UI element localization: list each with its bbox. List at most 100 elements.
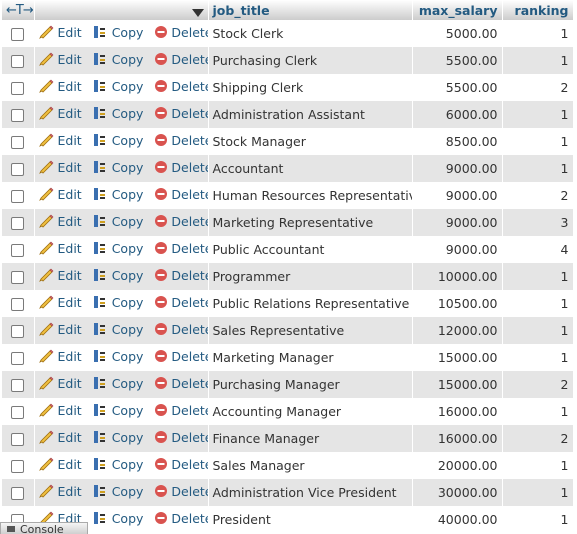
column-header-ranking[interactable]: ranking	[502, 0, 574, 20]
delete-link[interactable]: Delete	[154, 349, 207, 364]
table-row: Edit Copy Delete Stock Clerk 5000.	[2, 20, 574, 47]
copy-link[interactable]: Copy	[93, 79, 143, 94]
table-row: Edit Copy Delete Accountant 9000.0	[2, 155, 574, 182]
delete-link[interactable]: Delete	[154, 106, 207, 121]
row-checkbox[interactable]	[11, 28, 24, 41]
row-select-cell	[2, 425, 35, 452]
row-checkbox[interactable]	[11, 82, 24, 95]
copy-label: Copy	[111, 321, 144, 337]
row-actions: Edit Copy Delete	[34, 74, 209, 101]
delete-link[interactable]: Delete	[154, 295, 207, 310]
delete-link[interactable]: Delete	[154, 457, 207, 472]
edit-link[interactable]: Edit	[38, 214, 82, 229]
delete-icon	[155, 26, 168, 39]
row-checkbox[interactable]	[11, 271, 24, 284]
row-checkbox[interactable]	[11, 352, 24, 365]
copy-link[interactable]: Copy	[93, 187, 143, 202]
edit-link[interactable]: Edit	[38, 349, 82, 364]
delete-link[interactable]: Delete	[154, 484, 207, 499]
copy-link[interactable]: Copy	[93, 24, 144, 40]
copy-label: Copy	[111, 24, 144, 40]
edit-link[interactable]: Edit	[38, 160, 82, 175]
edit-link[interactable]: Edit	[38, 51, 82, 67]
copy-link[interactable]: Copy	[93, 430, 143, 445]
copy-link[interactable]: Copy	[93, 160, 143, 175]
row-checkbox[interactable]	[11, 55, 24, 68]
edit-link[interactable]: Edit	[38, 241, 82, 256]
delete-link[interactable]: Delete	[154, 511, 207, 526]
edit-link[interactable]: Edit	[38, 268, 82, 283]
row-checkbox[interactable]	[11, 109, 24, 122]
row-select-cell	[2, 236, 35, 263]
copy-link[interactable]: Copy	[93, 457, 143, 472]
delete-link[interactable]: Delete	[154, 52, 207, 67]
delete-link[interactable]: Delete	[154, 241, 207, 256]
row-actions: Edit Copy Delete	[34, 479, 209, 506]
copy-link[interactable]: Copy	[93, 106, 143, 121]
table-row: Edit Copy Delete Administration Assist	[2, 101, 574, 128]
column-nav-arrows[interactable]: ←T→	[6, 3, 34, 18]
sort-arrow-icon[interactable]	[191, 8, 204, 17]
copy-link[interactable]: Copy	[93, 268, 143, 283]
edit-link[interactable]: Edit	[38, 187, 82, 202]
column-header-max-salary[interactable]: max_salary	[412, 0, 503, 20]
delete-icon	[155, 134, 168, 147]
row-checkbox[interactable]	[11, 136, 24, 149]
row-checkbox[interactable]	[11, 433, 24, 446]
delete-link[interactable]: Delete	[154, 403, 207, 418]
row-checkbox[interactable]	[11, 190, 24, 203]
copy-link[interactable]: Copy	[93, 52, 143, 67]
row-actions: Edit Copy Delete	[34, 236, 209, 263]
copy-link[interactable]: Copy	[93, 484, 143, 499]
row-checkbox[interactable]	[11, 217, 24, 230]
edit-label: Edit	[57, 132, 82, 148]
delete-link[interactable]: Delete	[154, 160, 207, 175]
copy-link[interactable]: Copy	[93, 403, 143, 418]
copy-link[interactable]: Copy	[93, 349, 143, 364]
edit-link[interactable]: Edit	[38, 484, 82, 499]
copy-icon	[93, 404, 105, 417]
edit-link[interactable]: Edit	[38, 106, 82, 121]
edit-link[interactable]: Edit	[38, 430, 82, 445]
console-icon	[7, 526, 15, 532]
copy-link[interactable]: Copy	[93, 511, 143, 526]
delete-link[interactable]: Delete	[154, 25, 207, 40]
row-checkbox[interactable]	[11, 298, 24, 311]
row-checkbox[interactable]	[11, 163, 24, 176]
edit-link[interactable]: Edit	[38, 322, 82, 337]
delete-link[interactable]: Delete	[154, 133, 207, 148]
copy-link[interactable]: Copy	[93, 133, 143, 148]
row-checkbox[interactable]	[11, 244, 24, 257]
column-nav-header[interactable]: ←T→	[2, 0, 35, 20]
delete-link[interactable]: Delete	[154, 187, 207, 202]
copy-link[interactable]: Copy	[93, 241, 143, 256]
edit-link[interactable]: Edit	[38, 457, 82, 472]
edit-link[interactable]: Edit	[38, 132, 82, 148]
edit-link[interactable]: Edit	[38, 25, 82, 40]
delete-link[interactable]: Delete	[154, 268, 207, 283]
delete-link[interactable]: Delete	[154, 376, 207, 391]
copy-link[interactable]: Copy	[93, 321, 144, 337]
row-checkbox[interactable]	[11, 325, 24, 338]
console-tab[interactable]: Console	[0, 522, 88, 534]
column-header-job-title[interactable]: job_title	[208, 0, 413, 20]
delete-icon	[155, 242, 168, 255]
edit-label: Edit	[57, 51, 82, 67]
copy-link[interactable]: Copy	[93, 295, 143, 310]
copy-link[interactable]: Copy	[93, 376, 143, 391]
edit-link[interactable]: Edit	[38, 79, 82, 94]
row-checkbox[interactable]	[11, 379, 24, 392]
delete-link[interactable]: Delete	[154, 322, 207, 337]
edit-link[interactable]: Edit	[38, 295, 82, 310]
row-actions: Edit Copy Delete	[34, 290, 209, 317]
edit-link[interactable]: Edit	[38, 403, 82, 418]
delete-link[interactable]: Delete	[154, 214, 207, 229]
copy-link[interactable]: Copy	[93, 214, 143, 229]
row-checkbox[interactable]	[11, 487, 24, 500]
row-checkbox[interactable]	[11, 406, 24, 419]
delete-link[interactable]: Delete	[154, 430, 207, 445]
edit-link[interactable]: Edit	[38, 376, 82, 391]
row-checkbox[interactable]	[11, 460, 24, 473]
delete-link[interactable]: Delete	[154, 79, 207, 94]
